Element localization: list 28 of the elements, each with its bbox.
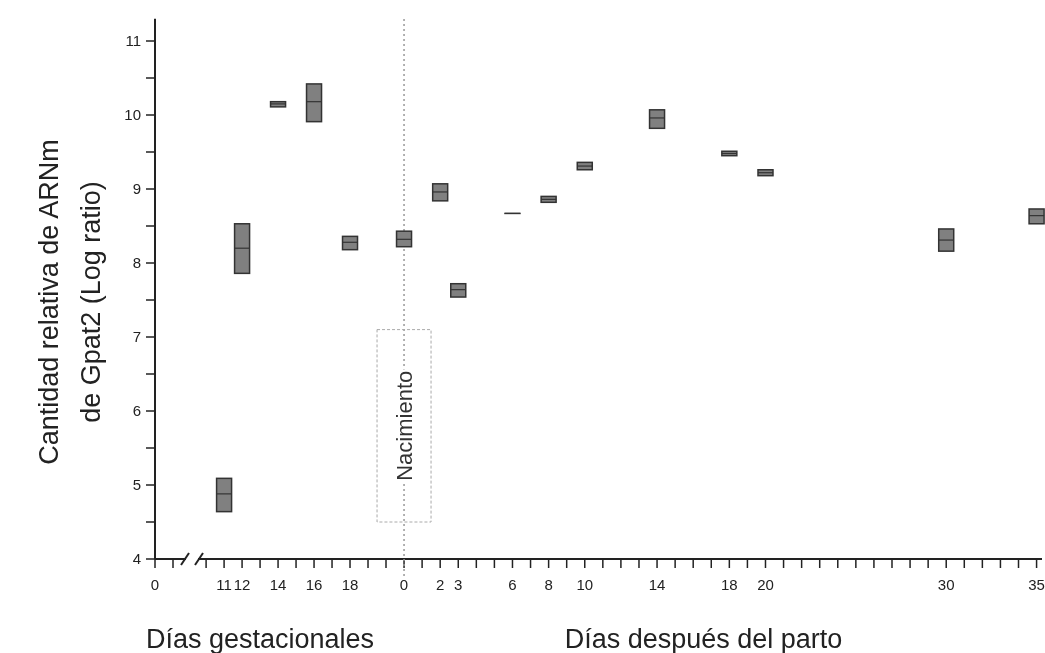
x-tick-label: 30 bbox=[937, 576, 955, 593]
ref-line-label: Nacimiento bbox=[392, 370, 418, 481]
y-tick-label: 5 bbox=[132, 476, 141, 493]
x-tick-label: 12 bbox=[233, 576, 251, 593]
x-tick-label: 14 bbox=[269, 576, 287, 593]
y-tick-label: 10 bbox=[124, 106, 141, 123]
y-tick-label: 7 bbox=[132, 328, 141, 345]
x-tick-label: 14 bbox=[648, 576, 666, 593]
x-tick-label: 20 bbox=[757, 576, 774, 593]
x-tick-label: 6 bbox=[508, 576, 517, 593]
x-tick-label: 0 bbox=[399, 576, 409, 593]
x-tick-label: 10 bbox=[576, 576, 594, 593]
y-tick-label: 11 bbox=[125, 32, 141, 49]
y-axis-title: Cantidad relativa de ARNm de Gpat2 (Log ratio) bbox=[34, 139, 106, 465]
y-tick-label: 8 bbox=[132, 254, 141, 271]
x-tick-label: 3 bbox=[454, 576, 463, 593]
x-tick-label: 2 bbox=[436, 576, 445, 593]
y-tick-label: 9 bbox=[132, 180, 141, 197]
x-tick-label: 18 bbox=[341, 576, 359, 593]
text: Días gestacionales bbox=[145, 624, 375, 653]
x-tick-label: 8 bbox=[544, 576, 553, 593]
x-tick-label: 18 bbox=[721, 576, 738, 593]
y-tick-label: 4 bbox=[132, 550, 141, 567]
x-tick-label: 35 bbox=[1028, 576, 1045, 593]
x-tick-label: 11 bbox=[216, 576, 232, 593]
text: Días después del parto bbox=[564, 624, 843, 653]
y-tick-label: 6 bbox=[132, 402, 141, 419]
x-tick-label: 16 bbox=[305, 576, 323, 593]
